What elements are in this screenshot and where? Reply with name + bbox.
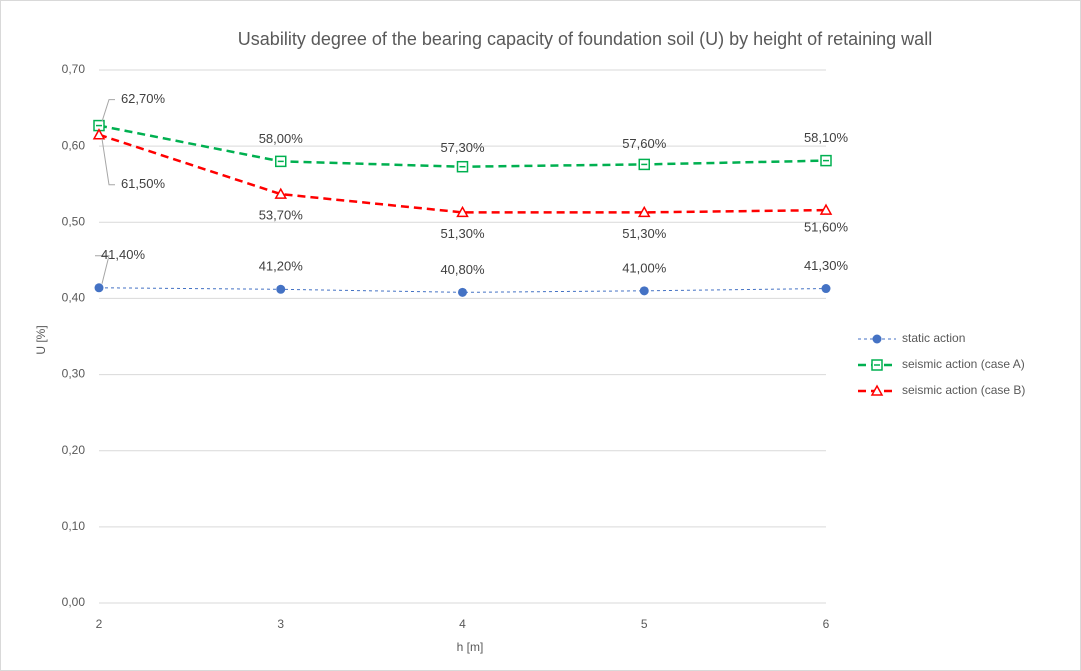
x-tick-label: 5 [641, 617, 648, 631]
marker [639, 286, 649, 296]
marker [456, 205, 469, 218]
data-label: 58,10% [804, 130, 849, 145]
legend-label: seismic action (case B) [902, 383, 1025, 397]
series-line [98, 133, 827, 214]
data-label: 40,80% [440, 262, 485, 277]
data-label: 57,30% [440, 140, 485, 155]
y-tick-label: 0,60 [62, 138, 86, 152]
marker [821, 284, 831, 294]
leader-line [101, 99, 115, 122]
leader-line [101, 138, 115, 186]
data-label: 53,70% [259, 208, 304, 223]
y-tick-label: 0,00 [62, 595, 86, 609]
marker [92, 128, 106, 140]
data-label: 62,70% [121, 91, 166, 106]
y-tick-label: 0,40 [62, 291, 86, 305]
leader-line [95, 255, 110, 284]
y-tick-label: 0,70 [62, 62, 86, 76]
x-axis-label: h [m] [457, 640, 484, 654]
y-axis-label: U [%] [34, 325, 48, 354]
data-label: 51,30% [440, 226, 485, 241]
y-tick-label: 0,20 [62, 443, 86, 457]
data-label: 41,40% [101, 247, 146, 262]
y-tick-label: 0,50 [62, 214, 86, 228]
data-label: 41,30% [804, 258, 849, 273]
data-label: 57,60% [622, 136, 667, 151]
chart-title: Usability degree of the bearing capacity… [238, 29, 932, 49]
legend-label: seismic action (case A) [902, 357, 1025, 371]
data-label: 51,30% [622, 226, 667, 241]
x-tick-label: 3 [277, 617, 284, 631]
series-line [98, 287, 827, 293]
marker [819, 203, 833, 215]
marker [637, 205, 651, 218]
marker [276, 284, 286, 294]
data-label: 41,20% [259, 259, 304, 274]
data-label: 51,60% [804, 220, 849, 235]
x-tick-label: 2 [96, 617, 103, 631]
marker [458, 287, 467, 297]
marker [94, 283, 104, 293]
data-label: 58,00% [259, 131, 304, 146]
y-tick-label: 0,30 [62, 367, 86, 381]
data-label: 61,50% [121, 176, 166, 191]
y-tick-label: 0,10 [62, 519, 86, 533]
x-tick-label: 4 [459, 617, 466, 631]
x-tick-label: 6 [823, 617, 830, 631]
marker [872, 334, 882, 344]
legend-label: static action [902, 331, 965, 345]
data-label: 41,00% [622, 260, 667, 275]
marker [870, 384, 884, 396]
marker [274, 187, 288, 199]
